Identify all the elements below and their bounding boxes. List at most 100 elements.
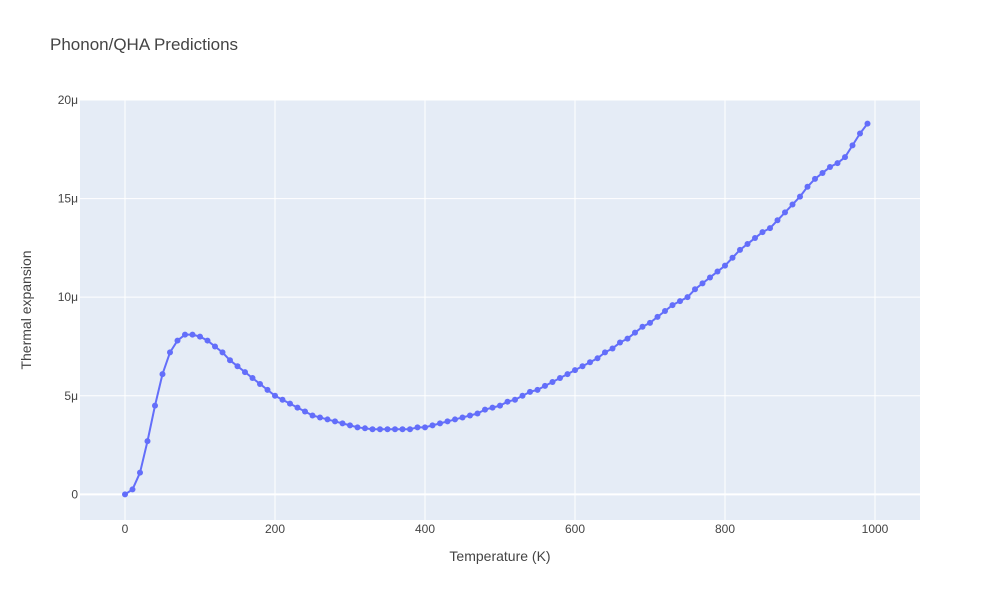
data-point[interactable]	[752, 235, 758, 242]
data-point[interactable]	[857, 130, 863, 137]
data-point[interactable]	[684, 294, 691, 301]
data-point[interactable]	[249, 375, 256, 382]
data-point[interactable]	[362, 425, 368, 432]
data-point[interactable]	[129, 486, 136, 493]
data-point[interactable]	[422, 424, 428, 431]
data-point[interactable]	[827, 164, 833, 171]
data-point[interactable]	[152, 402, 158, 409]
data-point[interactable]	[864, 120, 871, 127]
data-point[interactable]	[227, 357, 233, 364]
data-point[interactable]	[144, 438, 151, 445]
data-point[interactable]	[624, 335, 631, 342]
data-point[interactable]	[722, 262, 728, 269]
data-point[interactable]	[437, 420, 443, 427]
data-point[interactable]	[677, 298, 683, 305]
data-point[interactable]	[729, 254, 736, 261]
data-point[interactable]	[842, 154, 848, 161]
data-point[interactable]	[737, 246, 743, 253]
data-point[interactable]	[699, 280, 706, 287]
data-point[interactable]	[392, 426, 398, 433]
data-point[interactable]	[197, 333, 203, 340]
data-point[interactable]	[429, 422, 436, 429]
data-point[interactable]	[789, 201, 796, 208]
data-point[interactable]	[542, 382, 548, 389]
data-point[interactable]	[692, 286, 698, 293]
data-point[interactable]	[339, 420, 346, 427]
data-point[interactable]	[804, 183, 811, 190]
data-point[interactable]	[782, 209, 788, 216]
data-point[interactable]	[519, 392, 526, 399]
data-point[interactable]	[317, 414, 323, 421]
data-point[interactable]	[564, 371, 571, 378]
data-point[interactable]	[759, 229, 766, 236]
data-point[interactable]	[797, 193, 803, 200]
data-point[interactable]	[767, 225, 773, 232]
data-point[interactable]	[617, 339, 623, 346]
data-point[interactable]	[384, 426, 391, 433]
data-point[interactable]	[399, 426, 406, 433]
data-point[interactable]	[849, 142, 856, 149]
data-point[interactable]	[302, 408, 308, 415]
data-point[interactable]	[482, 406, 488, 413]
data-point[interactable]	[662, 307, 668, 314]
data-point[interactable]	[452, 416, 458, 423]
data-point[interactable]	[534, 386, 541, 393]
data-point[interactable]	[497, 402, 503, 409]
data-point[interactable]	[834, 160, 841, 167]
data-point[interactable]	[707, 274, 713, 281]
data-point[interactable]	[474, 410, 481, 417]
data-point[interactable]	[549, 378, 556, 385]
data-point[interactable]	[279, 396, 286, 403]
data-point[interactable]	[444, 418, 451, 425]
data-point[interactable]	[609, 345, 616, 352]
data-point[interactable]	[639, 323, 646, 330]
data-point[interactable]	[287, 400, 293, 407]
data-point[interactable]	[602, 349, 608, 356]
data-point[interactable]	[489, 404, 496, 411]
data-point[interactable]	[557, 375, 563, 382]
data-point[interactable]	[819, 169, 826, 176]
data-point[interactable]	[369, 426, 376, 433]
data-point[interactable]	[414, 424, 421, 431]
data-point[interactable]	[594, 355, 601, 362]
data-point[interactable]	[587, 359, 593, 366]
data-point[interactable]	[272, 392, 278, 399]
data-point[interactable]	[654, 313, 661, 320]
data-point[interactable]	[174, 337, 181, 344]
data-point[interactable]	[467, 412, 473, 419]
data-point[interactable]	[812, 175, 818, 182]
data-point[interactable]	[137, 469, 143, 476]
data-point[interactable]	[212, 343, 218, 350]
data-point[interactable]	[714, 268, 721, 275]
data-point[interactable]	[669, 302, 676, 309]
data-point[interactable]	[527, 388, 533, 395]
data-point[interactable]	[459, 414, 466, 421]
data-point[interactable]	[159, 371, 166, 378]
data-point[interactable]	[347, 422, 353, 429]
data-point[interactable]	[579, 363, 586, 370]
data-point[interactable]	[774, 217, 781, 224]
data-point[interactable]	[294, 404, 301, 411]
data-point[interactable]	[189, 331, 196, 338]
data-point[interactable]	[572, 367, 578, 374]
data-point[interactable]	[264, 386, 271, 393]
data-point[interactable]	[407, 426, 413, 433]
data-point[interactable]	[354, 424, 361, 431]
data-point[interactable]	[744, 240, 751, 247]
data-point[interactable]	[122, 491, 128, 498]
data-point[interactable]	[242, 369, 248, 376]
data-point[interactable]	[377, 426, 383, 433]
data-point[interactable]	[504, 398, 511, 405]
data-point[interactable]	[647, 319, 653, 326]
data-point[interactable]	[332, 418, 338, 425]
data-point[interactable]	[512, 396, 518, 403]
data-point[interactable]	[167, 349, 173, 356]
data-point[interactable]	[324, 416, 331, 423]
data-point[interactable]	[219, 349, 226, 356]
data-point[interactable]	[632, 329, 638, 336]
data-point[interactable]	[257, 380, 263, 387]
data-point[interactable]	[234, 363, 241, 370]
data-point[interactable]	[204, 337, 211, 344]
data-point[interactable]	[309, 412, 316, 419]
data-point[interactable]	[182, 331, 188, 338]
